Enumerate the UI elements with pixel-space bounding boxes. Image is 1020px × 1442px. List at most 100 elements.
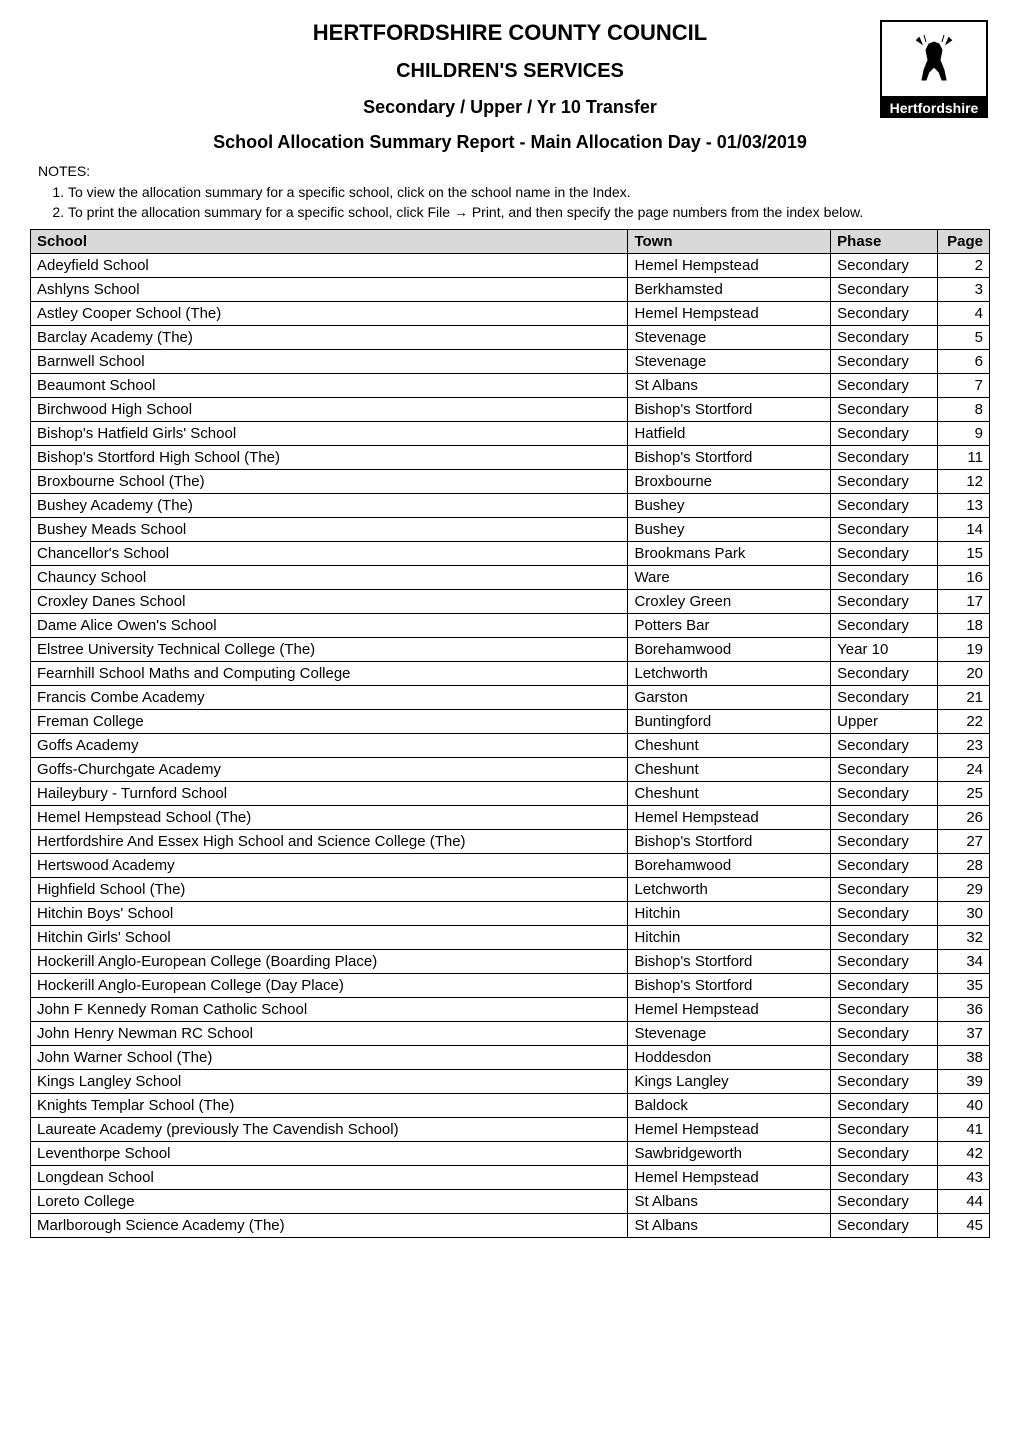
cell-school[interactable]: Marlborough Science Academy (The): [31, 1214, 628, 1238]
cell-phase: Secondary: [831, 398, 938, 422]
cell-phase: Secondary: [831, 854, 938, 878]
cell-phase: Secondary: [831, 1046, 938, 1070]
cell-school[interactable]: Ashlyns School: [31, 278, 628, 302]
cell-town: Ware: [628, 566, 831, 590]
cell-school[interactable]: John F Kennedy Roman Catholic School: [31, 998, 628, 1022]
cell-school[interactable]: Highfield School (The): [31, 878, 628, 902]
cell-town: Hoddesdon: [628, 1046, 831, 1070]
cell-school[interactable]: Birchwood High School: [31, 398, 628, 422]
cell-school[interactable]: Hemel Hempstead School (The): [31, 806, 628, 830]
cell-school[interactable]: Goffs Academy: [31, 734, 628, 758]
col-header-page: Page: [937, 230, 989, 254]
cell-page: 4: [937, 302, 989, 326]
cell-school[interactable]: John Henry Newman RC School: [31, 1022, 628, 1046]
table-row: Barclay Academy (The)StevenageSecondary5: [31, 326, 990, 350]
table-header-row: School Town Phase Page: [31, 230, 990, 254]
cell-town: Baldock: [628, 1094, 831, 1118]
cell-school[interactable]: Laureate Academy (previously The Cavendi…: [31, 1118, 628, 1142]
table-row: Bishop's Hatfield Girls' SchoolHatfieldS…: [31, 422, 990, 446]
cell-school[interactable]: Bishop's Hatfield Girls' School: [31, 422, 628, 446]
cell-town: Berkhamsted: [628, 278, 831, 302]
cell-school[interactable]: Hockerill Anglo-European College (Day Pl…: [31, 974, 628, 998]
cell-school[interactable]: Bushey Meads School: [31, 518, 628, 542]
cell-page: 22: [937, 710, 989, 734]
cell-town: Hemel Hempstead: [628, 1166, 831, 1190]
table-row: Croxley Danes SchoolCroxley GreenSeconda…: [31, 590, 990, 614]
cell-town: Bushey: [628, 494, 831, 518]
cell-school[interactable]: Beaumont School: [31, 374, 628, 398]
cell-page: 26: [937, 806, 989, 830]
table-row: Marlborough Science Academy (The)St Alba…: [31, 1214, 990, 1238]
cell-school[interactable]: Goffs-Churchgate Academy: [31, 758, 628, 782]
table-row: Hockerill Anglo-European College (Boardi…: [31, 950, 990, 974]
cell-phase: Secondary: [831, 1022, 938, 1046]
cell-school[interactable]: Chancellor's School: [31, 542, 628, 566]
cell-page: 3: [937, 278, 989, 302]
cell-school[interactable]: Hitchin Girls' School: [31, 926, 628, 950]
cell-phase: Year 10: [831, 638, 938, 662]
cell-school[interactable]: Adeyfield School: [31, 254, 628, 278]
tertiary-title: Secondary / Upper / Yr 10 Transfer: [30, 97, 990, 118]
cell-page: 27: [937, 830, 989, 854]
cell-school[interactable]: John Warner School (The): [31, 1046, 628, 1070]
cell-school[interactable]: Bushey Academy (The): [31, 494, 628, 518]
table-row: Bushey Academy (The)BusheySecondary13: [31, 494, 990, 518]
cell-phase: Secondary: [831, 662, 938, 686]
table-row: Elstree University Technical College (Th…: [31, 638, 990, 662]
cell-page: 8: [937, 398, 989, 422]
cell-town: Stevenage: [628, 326, 831, 350]
cell-phase: Secondary: [831, 830, 938, 854]
cell-phase: Secondary: [831, 470, 938, 494]
cell-school[interactable]: Longdean School: [31, 1166, 628, 1190]
table-row: Kings Langley SchoolKings LangleySeconda…: [31, 1070, 990, 1094]
notes-label: NOTES:: [38, 163, 990, 179]
cell-phase: Secondary: [831, 950, 938, 974]
cell-page: 43: [937, 1166, 989, 1190]
table-row: Goffs-Churchgate AcademyCheshuntSecondar…: [31, 758, 990, 782]
cell-phase: Secondary: [831, 902, 938, 926]
cell-school[interactable]: Broxbourne School (The): [31, 470, 628, 494]
cell-page: 24: [937, 758, 989, 782]
cell-page: 7: [937, 374, 989, 398]
cell-school[interactable]: Chauncy School: [31, 566, 628, 590]
cell-school[interactable]: Astley Cooper School (The): [31, 302, 628, 326]
cell-page: 23: [937, 734, 989, 758]
cell-school[interactable]: Haileybury - Turnford School: [31, 782, 628, 806]
cell-school[interactable]: Loreto College: [31, 1190, 628, 1214]
cell-town: Bishop's Stortford: [628, 830, 831, 854]
cell-town: Buntingford: [628, 710, 831, 734]
cell-school[interactable]: Knights Templar School (The): [31, 1094, 628, 1118]
cell-page: 18: [937, 614, 989, 638]
cell-school[interactable]: Francis Combe Academy: [31, 686, 628, 710]
cell-school[interactable]: Barnwell School: [31, 350, 628, 374]
cell-school[interactable]: Hertswood Academy: [31, 854, 628, 878]
cell-school[interactable]: Hockerill Anglo-European College (Boardi…: [31, 950, 628, 974]
cell-phase: Secondary: [831, 278, 938, 302]
logo-box: [880, 20, 988, 98]
cell-page: 13: [937, 494, 989, 518]
cell-school[interactable]: Hertfordshire And Essex High School and …: [31, 830, 628, 854]
cell-school[interactable]: Hitchin Boys' School: [31, 902, 628, 926]
cell-page: 32: [937, 926, 989, 950]
cell-school[interactable]: Dame Alice Owen's School: [31, 614, 628, 638]
cell-phase: Secondary: [831, 1142, 938, 1166]
table-row: Ashlyns SchoolBerkhamstedSecondary3: [31, 278, 990, 302]
cell-page: 45: [937, 1214, 989, 1238]
cell-school[interactable]: Freman College: [31, 710, 628, 734]
table-row: Hemel Hempstead School (The)Hemel Hempst…: [31, 806, 990, 830]
sub-title: CHILDREN'S SERVICES: [30, 60, 990, 83]
cell-page: 30: [937, 902, 989, 926]
table-row: Knights Templar School (The)BaldockSecon…: [31, 1094, 990, 1118]
cell-town: Garston: [628, 686, 831, 710]
cell-school[interactable]: Barclay Academy (The): [31, 326, 628, 350]
cell-school[interactable]: Elstree University Technical College (Th…: [31, 638, 628, 662]
cell-school[interactable]: Fearnhill School Maths and Computing Col…: [31, 662, 628, 686]
table-row: Loreto CollegeSt AlbansSecondary44: [31, 1190, 990, 1214]
cell-school[interactable]: Leventhorpe School: [31, 1142, 628, 1166]
cell-school[interactable]: Kings Langley School: [31, 1070, 628, 1094]
cell-school[interactable]: Croxley Danes School: [31, 590, 628, 614]
cell-town: Bushey: [628, 518, 831, 542]
cell-school[interactable]: Bishop's Stortford High School (The): [31, 446, 628, 470]
cell-town: Croxley Green: [628, 590, 831, 614]
main-title: HERTFORDSHIRE COUNTY COUNCIL: [30, 20, 990, 46]
